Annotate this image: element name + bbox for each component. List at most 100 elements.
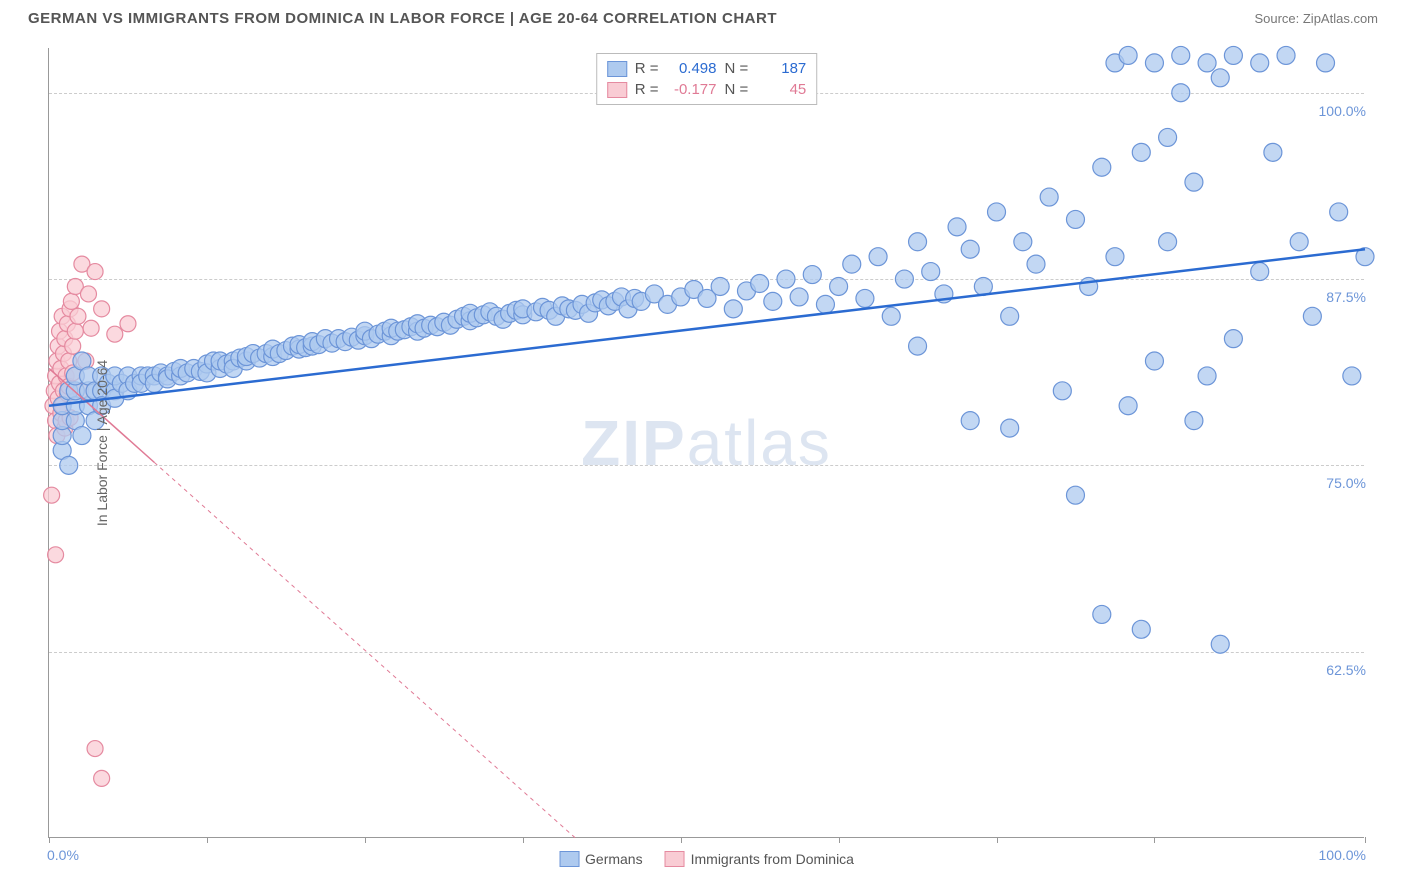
data-point	[1224, 330, 1242, 348]
data-point	[1185, 173, 1203, 191]
x-tick	[681, 837, 682, 843]
data-point	[80, 286, 96, 302]
data-point	[922, 263, 940, 281]
data-point	[961, 412, 979, 430]
data-point	[1027, 255, 1045, 273]
trend-line-germans	[49, 249, 1365, 406]
data-point	[803, 266, 821, 284]
data-point	[87, 741, 103, 757]
data-point	[988, 203, 1006, 221]
data-point	[44, 487, 60, 503]
data-point	[1145, 54, 1163, 72]
data-point	[1277, 46, 1295, 64]
data-point	[63, 293, 79, 309]
data-point	[764, 292, 782, 310]
data-point	[1172, 84, 1190, 102]
data-point	[1145, 352, 1163, 370]
data-point	[830, 277, 848, 295]
swatch-dominica-icon	[665, 851, 685, 867]
data-point	[724, 300, 742, 318]
data-point	[1172, 46, 1190, 64]
n-value-dominica: 45	[756, 81, 806, 98]
data-point	[1198, 54, 1216, 72]
data-point	[869, 248, 887, 266]
chart-title: GERMAN VS IMMIGRANTS FROM DOMINICA IN LA…	[28, 10, 777, 27]
x-tick	[49, 837, 50, 843]
x-tick-first: 0.0%	[47, 847, 79, 863]
r-value-germans: 0.498	[667, 60, 717, 77]
data-point	[1330, 203, 1348, 221]
data-point	[1119, 46, 1137, 64]
data-point	[882, 307, 900, 325]
y-axis-label: In Labor Force | Age 20-64	[94, 359, 110, 525]
data-point	[1211, 635, 1229, 653]
data-point	[1224, 46, 1242, 64]
x-tick	[997, 837, 998, 843]
data-point	[48, 547, 64, 563]
data-point	[843, 255, 861, 273]
plot-area: ZIPatlas 62.5%75.0%87.5%100.0% In Labor …	[48, 48, 1364, 838]
data-point	[120, 316, 136, 332]
data-point	[1066, 486, 1084, 504]
data-point	[1159, 128, 1177, 146]
data-point	[1132, 143, 1150, 161]
data-point	[65, 338, 81, 354]
x-tick-last: 100.0%	[1319, 847, 1366, 863]
trend-line-dominica-extrapolated	[154, 462, 575, 838]
data-point	[1106, 248, 1124, 266]
chart-header: GERMAN VS IMMIGRANTS FROM DOMINICA IN LA…	[0, 0, 1406, 35]
data-point	[94, 301, 110, 317]
data-point	[961, 240, 979, 258]
scatter-svg	[49, 48, 1364, 837]
data-point	[83, 320, 99, 336]
legend-row-dominica: R = -0.177 N = 45	[607, 79, 807, 100]
data-point	[816, 295, 834, 313]
data-point	[1185, 412, 1203, 430]
data-point	[107, 326, 123, 342]
data-point	[1014, 233, 1032, 251]
swatch-germans	[607, 61, 627, 77]
data-point	[909, 337, 927, 355]
data-point	[1093, 158, 1111, 176]
data-point	[751, 275, 769, 293]
chart-container: ZIPatlas 62.5%75.0%87.5%100.0% In Labor …	[48, 48, 1364, 838]
series-legend: Germans Immigrants from Dominica	[559, 851, 854, 867]
legend-row-germans: R = 0.498 N = 187	[607, 58, 807, 79]
data-point	[1159, 233, 1177, 251]
legend-item-germans: Germans	[559, 851, 643, 867]
data-point	[1290, 233, 1308, 251]
data-point	[1317, 54, 1335, 72]
data-point	[60, 456, 78, 474]
correlation-legend: R = 0.498 N = 187 R = -0.177 N = 45	[596, 53, 818, 105]
swatch-germans-icon	[559, 851, 579, 867]
data-point	[1211, 69, 1229, 87]
data-point	[790, 288, 808, 306]
data-point	[895, 270, 913, 288]
data-point	[1093, 605, 1111, 623]
data-point	[1066, 210, 1084, 228]
data-point	[856, 289, 874, 307]
data-point	[1119, 397, 1137, 415]
data-point	[711, 277, 729, 295]
data-point	[1251, 263, 1269, 281]
x-tick	[207, 837, 208, 843]
data-point	[1251, 54, 1269, 72]
data-point	[73, 427, 91, 445]
x-tick	[839, 837, 840, 843]
swatch-dominica	[607, 82, 627, 98]
data-point	[1001, 419, 1019, 437]
data-point	[948, 218, 966, 236]
data-point	[1132, 620, 1150, 638]
data-point	[777, 270, 795, 288]
source-attribution: Source: ZipAtlas.com	[1254, 11, 1378, 26]
data-point	[1053, 382, 1071, 400]
data-point	[70, 308, 86, 324]
data-point	[1264, 143, 1282, 161]
data-point	[1198, 367, 1216, 385]
data-point	[909, 233, 927, 251]
r-value-dominica: -0.177	[667, 81, 717, 98]
data-point	[67, 323, 83, 339]
data-point	[1001, 307, 1019, 325]
x-tick	[523, 837, 524, 843]
data-point	[1040, 188, 1058, 206]
